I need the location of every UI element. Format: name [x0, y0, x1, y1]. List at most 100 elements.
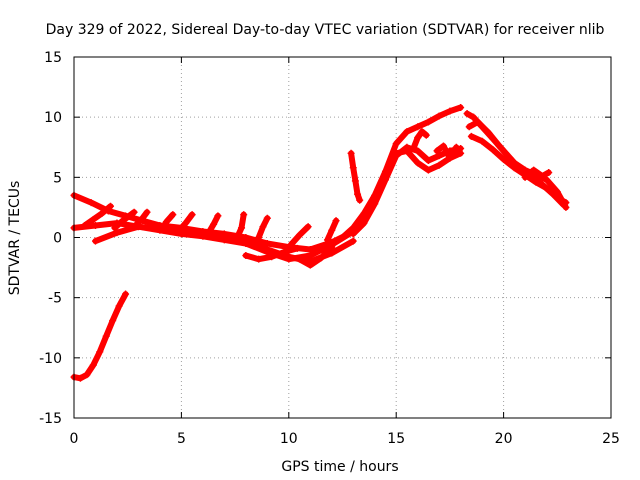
data-point	[240, 211, 248, 219]
data-point	[306, 246, 314, 254]
data-point	[91, 221, 99, 229]
data-point	[98, 209, 106, 217]
x-tick-label: 10	[280, 431, 298, 447]
y-axis-label: SDTVAR / TECUs	[7, 181, 23, 296]
data-point	[414, 159, 422, 167]
data-point	[424, 166, 432, 174]
data-point	[422, 131, 430, 139]
data-point	[87, 199, 95, 207]
data-point	[356, 196, 364, 204]
data-point	[435, 152, 443, 160]
series-line	[434, 143, 460, 162]
data-point	[433, 147, 441, 155]
data-point	[435, 161, 443, 169]
data-point	[489, 146, 497, 154]
data-point	[76, 374, 84, 382]
x-tick-label: 20	[495, 431, 513, 447]
data-point	[306, 261, 314, 269]
chart-title: Day 329 of 2022, Sidereal Day-to-day VTE…	[46, 22, 605, 38]
data-point	[414, 147, 422, 155]
series-line	[361, 147, 464, 222]
data-point	[162, 218, 170, 226]
data-point	[532, 178, 540, 186]
series-late-3	[467, 132, 570, 207]
data-point	[188, 211, 196, 219]
data-point	[255, 234, 263, 241]
data-point	[205, 227, 213, 235]
data-point	[409, 144, 417, 152]
data-point	[349, 230, 357, 238]
data-point	[328, 226, 336, 234]
data-point	[306, 252, 314, 260]
data-point	[435, 112, 443, 120]
data-point	[89, 215, 97, 223]
data-point	[371, 197, 379, 205]
data-point	[220, 236, 228, 244]
series-line	[339, 104, 464, 241]
data-point	[263, 240, 271, 248]
axis-ticks: 0 5 10 15 20 25 -15 -10 -5 0 5 10 15	[39, 50, 620, 447]
data-point	[418, 128, 426, 136]
data-point	[293, 244, 301, 252]
data-point	[339, 234, 346, 241]
data-point	[403, 147, 411, 155]
data-point	[117, 218, 125, 226]
series-line	[348, 150, 363, 204]
data-point	[414, 134, 422, 142]
series-early-negative-arc	[70, 290, 130, 382]
data-points	[70, 104, 570, 382]
data-point	[233, 234, 241, 241]
series-line	[111, 209, 138, 231]
data-point	[457, 149, 465, 157]
data-point	[263, 214, 271, 222]
data-point	[285, 255, 293, 263]
series-rise-1	[339, 104, 465, 241]
data-point	[553, 194, 561, 202]
series-spike-13h	[347, 149, 364, 204]
data-point	[543, 184, 551, 192]
data-point	[349, 164, 357, 172]
data-point	[354, 190, 362, 198]
y-tick-label: 15	[44, 50, 62, 66]
y-tick-label: -10	[39, 351, 62, 367]
data-point	[124, 213, 132, 221]
series-tail-3.0h	[130, 208, 151, 231]
series-dip-9h	[242, 244, 301, 263]
data-point	[562, 199, 570, 207]
series-line	[522, 167, 552, 181]
data-point	[545, 169, 553, 177]
data-point	[446, 107, 454, 115]
data-point	[543, 176, 551, 184]
data-point	[268, 253, 276, 261]
data-point	[143, 208, 151, 216]
data-point	[169, 211, 177, 219]
data-point	[83, 371, 91, 379]
data-point	[478, 137, 486, 145]
series-tail-7.6h	[233, 211, 248, 241]
data-point	[510, 164, 518, 172]
series-tail-0.5h	[81, 202, 115, 229]
data-point	[238, 224, 246, 232]
data-point	[304, 223, 312, 231]
series-line	[296, 244, 335, 269]
data-point	[122, 290, 130, 298]
y-tick-label: -5	[48, 291, 62, 307]
data-point	[414, 123, 422, 131]
data-point	[495, 142, 503, 150]
data-point	[381, 171, 389, 179]
data-point	[392, 140, 400, 148]
data-point	[259, 223, 267, 231]
data-point	[130, 223, 138, 231]
data-point	[115, 302, 123, 310]
data-point	[242, 252, 250, 260]
data-point	[457, 104, 465, 112]
x-axis-label: GPS time / hours	[281, 459, 398, 475]
data-point	[107, 202, 115, 210]
series-late-wiggle-21h	[521, 166, 553, 181]
x-tick-label: 25	[602, 431, 620, 447]
series-tail-6.3h	[205, 212, 222, 235]
data-point	[281, 248, 289, 256]
data-point	[424, 118, 432, 126]
data-point	[81, 221, 89, 229]
series-tail-11.8h	[323, 217, 340, 244]
